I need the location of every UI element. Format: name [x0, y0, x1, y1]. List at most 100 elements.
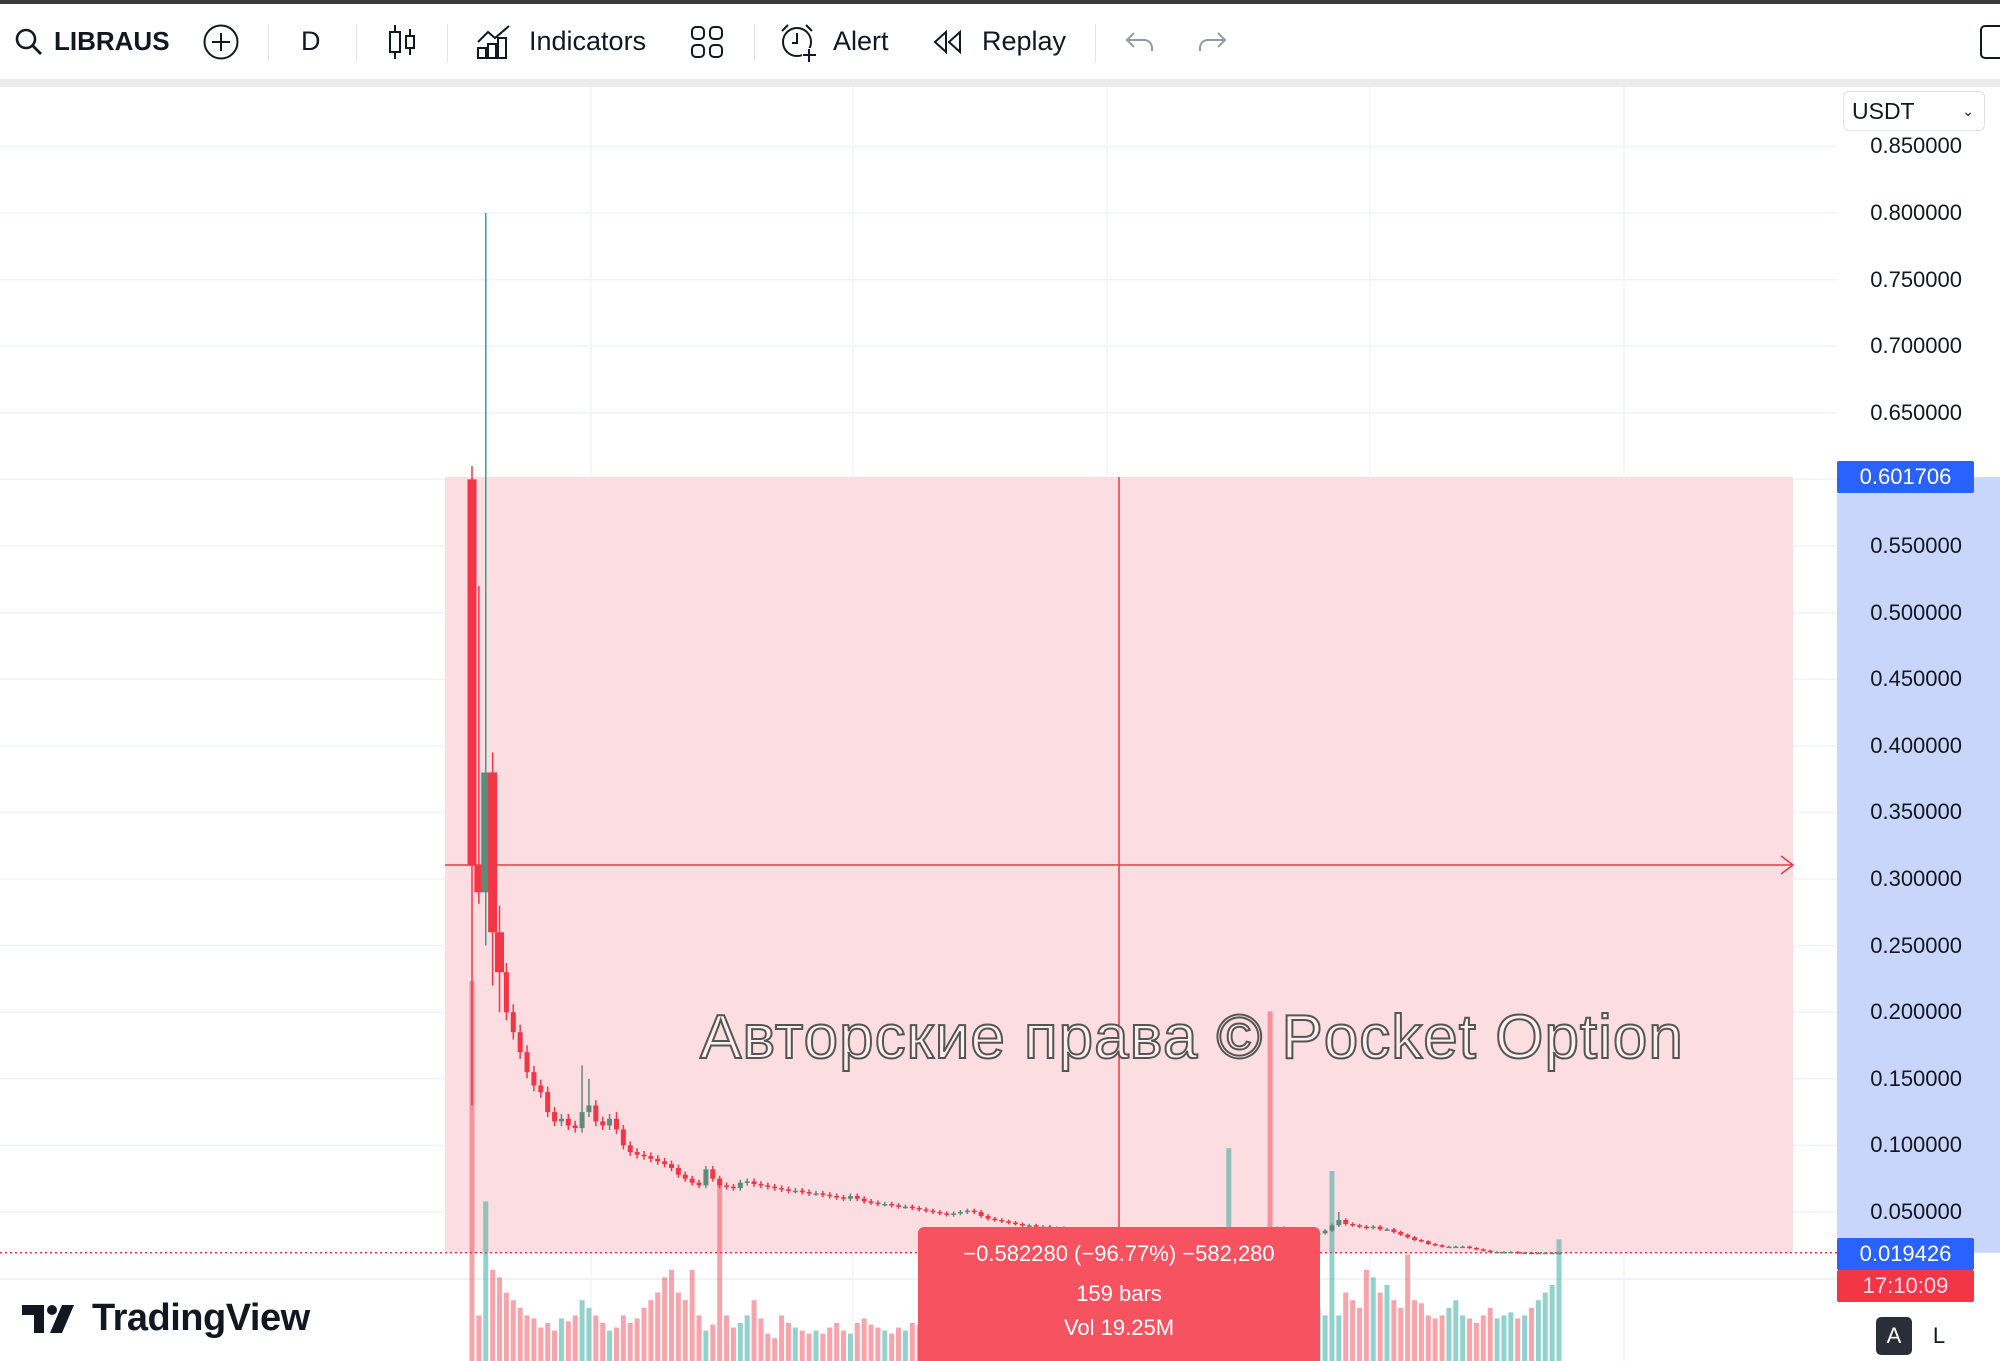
candle-body	[558, 1118, 564, 1122]
volume-bar	[710, 1324, 716, 1361]
plus-circle-icon	[203, 24, 239, 59]
candle-body	[600, 1121, 606, 1126]
toolbar-divider	[268, 24, 269, 62]
volume-bar	[1412, 1300, 1418, 1361]
candle-body	[1515, 1251, 1521, 1254]
price-axis-label: 0.500000	[1870, 599, 1962, 625]
volume-bar	[503, 1292, 509, 1361]
arrow-head-icon	[1780, 855, 1795, 875]
volume-bar	[476, 1315, 482, 1361]
fullscreen-button[interactable]	[1980, 4, 2000, 79]
volume-bar	[882, 1330, 888, 1361]
volume-bar	[1336, 1315, 1342, 1361]
measure-volume: Vol 19.25M	[1063, 1315, 1175, 1340]
currency-label: USDT	[1852, 97, 1915, 124]
candle-body	[531, 1072, 537, 1086]
candle-body	[1432, 1243, 1438, 1246]
volume-bar	[703, 1330, 709, 1361]
log-scale-button[interactable]: L	[1921, 1317, 1957, 1355]
interval-button[interactable]: D	[301, 4, 321, 79]
symbol-label: LIBRAUS	[54, 26, 170, 56]
candle-body	[902, 1206, 908, 1209]
candle-body	[765, 1185, 771, 1187]
candle-body	[572, 1125, 578, 1129]
volume-bar	[737, 1323, 743, 1361]
replay-label: Replay	[982, 26, 1067, 56]
alert-button[interactable]: Alert	[778, 4, 889, 79]
symbol-search-button[interactable]: LIBRAUS	[14, 4, 172, 79]
chevron-down-icon: ⌄	[1962, 102, 1974, 119]
volume-bar	[1370, 1277, 1376, 1361]
candle-body	[999, 1219, 1005, 1222]
volume-bar	[1356, 1307, 1362, 1361]
volume-bar	[820, 1333, 826, 1361]
candle-body	[669, 1164, 675, 1169]
price-axis-label: 0.850000	[1870, 133, 1962, 159]
volume-bar	[483, 1201, 489, 1361]
volume-bar	[545, 1323, 551, 1361]
tradingview-logo[interactable]: TradingView	[22, 1297, 310, 1340]
chart-type-button[interactable]	[386, 4, 418, 79]
auto-scale-button[interactable]: A	[1876, 1317, 1912, 1355]
price-axis-label: 0.800000	[1870, 200, 1962, 225]
volume-bar	[1391, 1300, 1397, 1361]
candle-body	[474, 865, 484, 893]
volume-bar	[813, 1330, 819, 1361]
compare-symbol-button[interactable]	[202, 4, 240, 79]
volume-bar	[1556, 1239, 1562, 1361]
undo-icon	[1125, 31, 1153, 51]
candle-body	[1329, 1225, 1335, 1231]
candle-body	[1013, 1222, 1018, 1225]
candle-body	[1343, 1219, 1349, 1224]
candle-body	[1480, 1249, 1486, 1251]
volume-bar	[751, 1300, 757, 1361]
candle-body	[930, 1210, 936, 1213]
axis-range-highlight	[1837, 477, 2000, 1253]
volume-bar	[634, 1318, 640, 1361]
candle-body	[1556, 1252, 1562, 1255]
volume-bar	[785, 1323, 791, 1361]
candle-body	[495, 932, 505, 973]
candle-body	[655, 1158, 661, 1162]
layouts-button[interactable]	[690, 4, 724, 79]
candle-body	[730, 1186, 736, 1189]
currency-select[interactable]: USDT ⌄	[1843, 91, 1985, 131]
price-chart[interactable]	[0, 87, 2000, 1361]
volume-bar	[854, 1323, 860, 1361]
volume-bar	[641, 1307, 647, 1361]
candle-body	[978, 1212, 984, 1216]
candle-body	[641, 1154, 647, 1157]
candle-body	[524, 1052, 530, 1073]
candle-body	[593, 1105, 599, 1122]
candle-body	[1033, 1225, 1039, 1227]
volume-bar	[696, 1315, 702, 1361]
volume-bar	[834, 1323, 840, 1361]
candle-body	[565, 1118, 571, 1126]
chart-pane[interactable]: Авторские права © Pocket Option 0.850000…	[0, 87, 2000, 1361]
candle-body	[1412, 1237, 1418, 1240]
replay-button[interactable]: Replay	[932, 4, 1066, 79]
volume-bar	[1528, 1307, 1534, 1361]
redo-button[interactable]	[1196, 4, 1228, 79]
volume-bar	[772, 1338, 778, 1361]
volume-bar	[579, 1300, 585, 1361]
undo-button[interactable]	[1124, 4, 1156, 79]
candle-body	[957, 1212, 963, 1214]
volume-bar	[896, 1327, 902, 1361]
price-axis-label: 0.400000	[1870, 732, 1962, 758]
volume-bar	[490, 1269, 496, 1361]
candle-body	[579, 1112, 585, 1129]
price-axis-label: 0.450000	[1870, 666, 1962, 692]
candle-body	[662, 1161, 668, 1165]
candle-body	[613, 1118, 619, 1130]
volume-bar	[517, 1307, 523, 1361]
candle-body	[1460, 1246, 1466, 1249]
price-axis-label: 0.100000	[1870, 1132, 1962, 1158]
candle-body	[1391, 1229, 1397, 1232]
grid-icon	[691, 25, 723, 58]
indicators-button[interactable]: Indicators	[475, 4, 646, 79]
toolbar-divider	[356, 24, 357, 62]
candle-body	[1363, 1226, 1369, 1229]
volume-bar	[1467, 1318, 1473, 1361]
candle-body	[1501, 1251, 1507, 1254]
